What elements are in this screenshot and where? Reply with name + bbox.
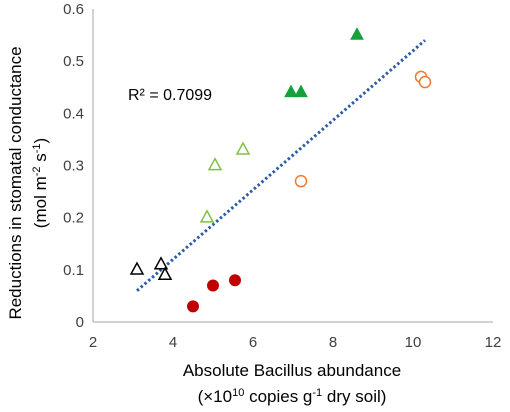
- data-point: [157, 266, 173, 280]
- y-tick-label: 0.5: [63, 53, 84, 70]
- data-point: [294, 174, 308, 188]
- data-point: [418, 75, 432, 89]
- y-tick-label: 0.1: [63, 262, 84, 279]
- y-tick-label: 0.6: [63, 1, 84, 18]
- y-tick-label: 0.3: [63, 158, 84, 175]
- data-point: [207, 157, 223, 171]
- y-tick-label: 0.4: [63, 105, 84, 122]
- data-point: [235, 141, 251, 155]
- x-axis-title: Absolute Bacillus abundance: [183, 361, 401, 380]
- data-point: [284, 84, 298, 98]
- data-point: [199, 209, 215, 223]
- data-point: [187, 300, 199, 313]
- data-point: [229, 274, 241, 287]
- r-squared-annotation: R² = 0.7099: [128, 87, 212, 104]
- x-tick-label: 2: [89, 334, 97, 351]
- data-point: [294, 84, 308, 98]
- x-axis-units: (×1010 copies g-1 dry soil): [198, 387, 387, 406]
- x-tick-label: 4: [169, 334, 177, 351]
- data-point: [350, 27, 364, 40]
- y-axis-title: Reductions in stomatal conductance: [6, 46, 25, 319]
- x-tick-label: 12: [485, 334, 502, 351]
- y-tick-labels: 0 0.1 0.2 0.3 0.4 0.5 0.6: [63, 1, 84, 331]
- data-points: [129, 27, 432, 313]
- y-tick-label: 0.2: [63, 210, 84, 227]
- y-tick-label: 0: [76, 314, 84, 331]
- x-tick-labels: 2 4 6 8 10 12: [89, 334, 502, 351]
- trendline: [136, 39, 426, 292]
- data-point: [129, 261, 145, 275]
- axes: [92, 9, 493, 323]
- x-tick-label: 8: [329, 334, 337, 351]
- data-point: [153, 256, 169, 270]
- x-tick-label: 6: [249, 334, 257, 351]
- data-point: [207, 279, 219, 292]
- x-tick-label: 10: [405, 334, 422, 351]
- y-axis-units: (mol m-2 s-1): [31, 138, 50, 228]
